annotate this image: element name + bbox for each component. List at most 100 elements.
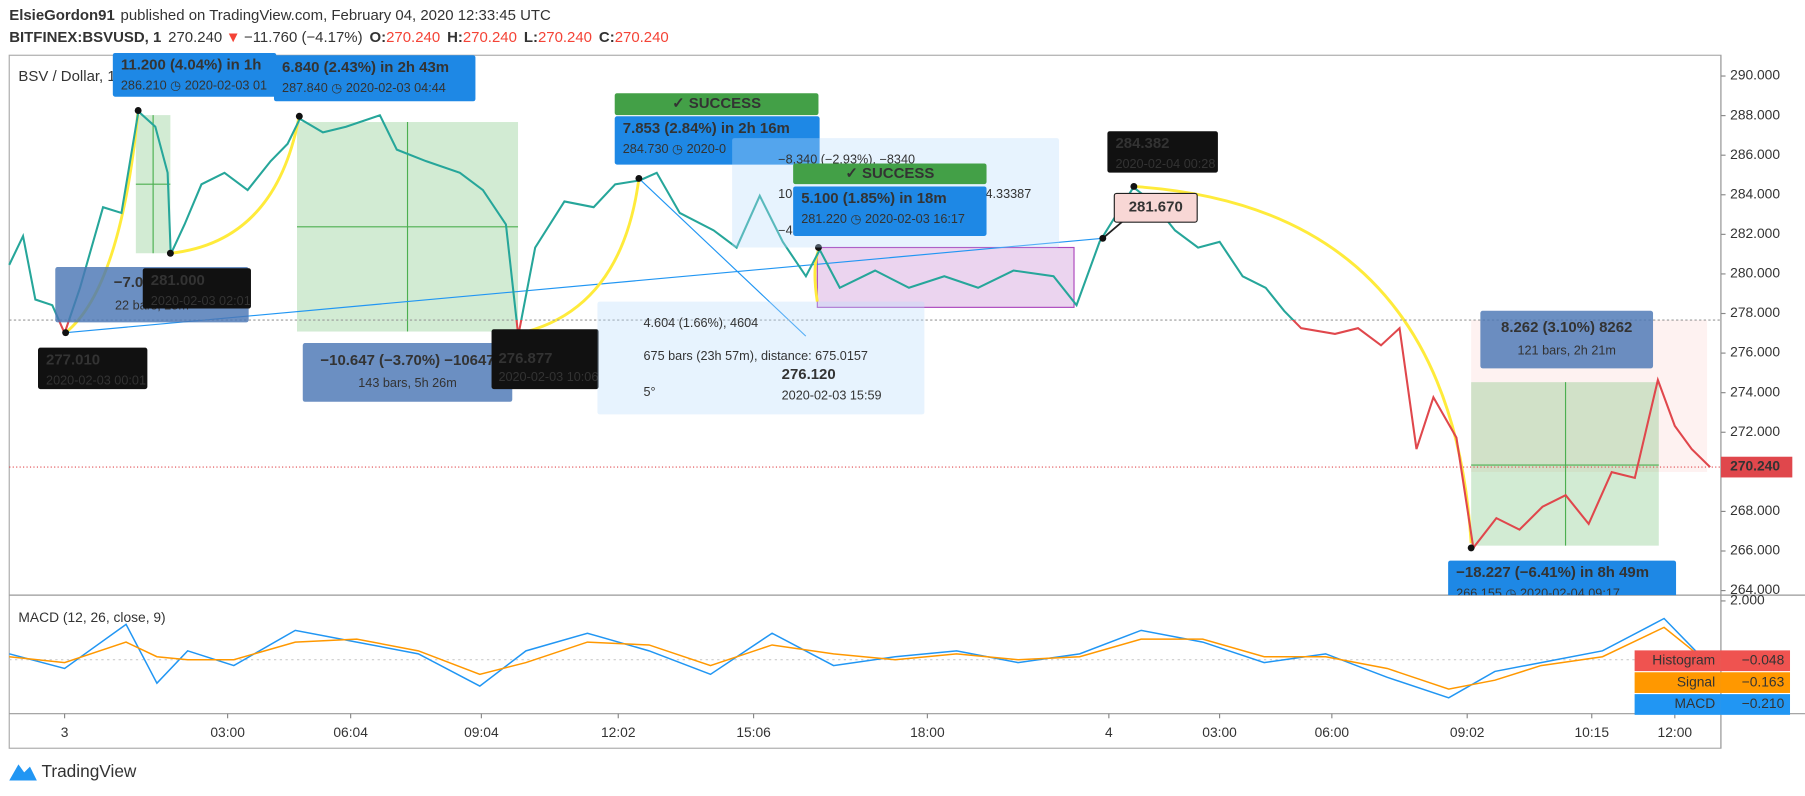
arc (170, 114, 301, 255)
y-tick-label: 276.000 (1730, 344, 1780, 360)
anchor-dot (635, 174, 643, 182)
annotation-text: 276.120 (782, 366, 836, 383)
y-tick-label: 274.000 (1730, 383, 1780, 399)
ohlc-key: C: (599, 29, 615, 46)
legend-box (1634, 672, 1721, 693)
ohlc-key: L: (524, 29, 538, 46)
annotation-text: 281.220 ◷ 2020-02-03 16:17 (801, 212, 965, 226)
legend-value: −0.163 (1742, 673, 1785, 689)
symbol-line: BITFINEX:BSVUSD, 1 270.240 ▼ −11.760 (−4.17… (9, 29, 669, 46)
anchor-dot (815, 244, 822, 251)
last-price-label: 270.240 (1730, 458, 1780, 474)
x-tick-label: 12:00 (1658, 724, 1693, 740)
macd-title: MACD (12, 26, close, 9) (18, 609, 165, 625)
annotation-text: ✓ SUCCESS (845, 165, 934, 182)
y-tick-label: 278.000 (1730, 304, 1780, 320)
annotation-text: 284.730 ◷ 2020-0 (623, 142, 726, 156)
x-tick-label: 03:00 (210, 724, 245, 740)
legend-box (1634, 650, 1721, 672)
annotation-text: −8.340 (−2.93%), −8340 (778, 152, 915, 166)
annotation-box (597, 301, 925, 415)
x-tick-label: 03:00 (1202, 724, 1237, 740)
legend-value: −0.210 (1742, 695, 1785, 711)
y-tick-label: 272.000 (1730, 423, 1780, 439)
trend-line (638, 178, 807, 337)
annotations: 11.200 (4.04%) in 1h 286.210 ◷ 2020-02-03… (38, 52, 1677, 600)
macd-line (9, 617, 1711, 699)
y-tick-label: 286.000 (1730, 146, 1780, 162)
annotation-text: 7.853 (2.84%) in 2h 16m (623, 120, 790, 137)
y-tick-label: 2.000 (1730, 592, 1765, 608)
published: published on TradingView.com, February 0… (121, 7, 552, 24)
annotation-text: 04.33387 (978, 187, 1031, 201)
annotation-text: 2020-02-03 02:01 (151, 294, 251, 308)
annotation-box (273, 55, 476, 102)
annotation-text: 281.000 (151, 272, 205, 289)
annotation-box (1113, 192, 1198, 223)
y-tick-label: 264.000 (1730, 581, 1780, 597)
annotation-text: 8.262 (3.10%) 8262 (1501, 319, 1632, 336)
annotation-text: 287.840 ◷ 2020-02-03 04:44 (282, 81, 446, 95)
macd-line (9, 626, 1711, 690)
annotation-box (614, 116, 820, 165)
annotation-box (1107, 131, 1218, 173)
annotation-text: 5.100 (1.85%) in 18m (801, 190, 946, 207)
annotation-box (793, 163, 987, 185)
x-tick-label: 18:00 (910, 724, 945, 740)
header-line: ElsieGordon91 published on TradingView.co… (9, 7, 551, 24)
price-line (8, 109, 1711, 551)
legend-value-box (1720, 694, 1791, 715)
last: 270.240 (168, 29, 222, 46)
x-tick-label: 4 (1105, 724, 1113, 740)
ohlc-key: H: (447, 29, 463, 46)
annotation-text: 143 bars, 5h 26m (358, 376, 457, 390)
x-tick-label: 09:02 (1450, 724, 1485, 740)
annotation-text: 266.155 ◷ 2020-02-04 09:17 (1456, 586, 1620, 600)
anchor-dot (1130, 183, 1138, 190)
last-price-box (1720, 456, 1793, 478)
annotation-box (491, 329, 599, 390)
y-tick-label: 268.000 (1730, 502, 1780, 518)
legend-name: MACD (1675, 695, 1716, 711)
y-tick-label: 284.000 (1730, 185, 1780, 201)
annotation-box (302, 343, 513, 402)
author: ElsieGordon91 (9, 7, 115, 24)
ohlc-val: 270.240 (615, 29, 669, 46)
x-tick-label: 06:00 (1315, 724, 1350, 740)
anchor-dot (166, 249, 174, 257)
annotation-text: 10 (778, 187, 792, 201)
annotation-text: 276.877 (498, 350, 552, 367)
x-tick-label: 06:04 (333, 724, 368, 740)
anchor-dot (134, 107, 142, 114)
x-tick-label: 10:15 (1574, 724, 1609, 740)
annotation-text: ✓ SUCCESS (672, 95, 761, 112)
arc (517, 178, 641, 336)
y-tick-label: 282.000 (1730, 225, 1780, 241)
annotation-text: 121 bars, 2h 21m (1517, 343, 1615, 357)
annotation-text: 6.840 (2.43%) in 2h 43m (282, 59, 449, 76)
y-tick-label: 290.000 (1730, 67, 1780, 83)
x-tick-label: 15:06 (736, 724, 771, 740)
annotation-text: 2020-02-04 00:28 (1115, 157, 1215, 171)
annotation-box (112, 52, 277, 97)
legend-name: Histogram (1652, 651, 1715, 667)
legend-value-box (1720, 672, 1791, 693)
legend-name: Signal (1677, 673, 1715, 689)
x-tick-label: 12:02 (601, 724, 636, 740)
anchor-dot (62, 329, 70, 337)
annotation-text: −10.647 (−3.70%) −10647 (320, 352, 494, 369)
annotation-text: 675 bars (23h 57m), distance: 675.0157 (643, 349, 867, 363)
annotation-text: 11.200 (4.04%) in 1h (121, 57, 261, 74)
annotation-text: −4 (778, 224, 792, 238)
legend-value-box (1720, 650, 1791, 672)
annotation-text: 281.670 (1129, 199, 1183, 216)
ohlc-key: O: (369, 29, 386, 46)
annotation-text: −18.227 (−6.41%) in 8h 49m (1456, 564, 1649, 581)
annotation-text: 2020-02-03 00:01 (46, 373, 146, 387)
change: −11.760 (−4.17%) (244, 29, 363, 46)
footer: TradingView (41, 761, 136, 781)
x-tick-label: 09:04 (464, 724, 499, 740)
